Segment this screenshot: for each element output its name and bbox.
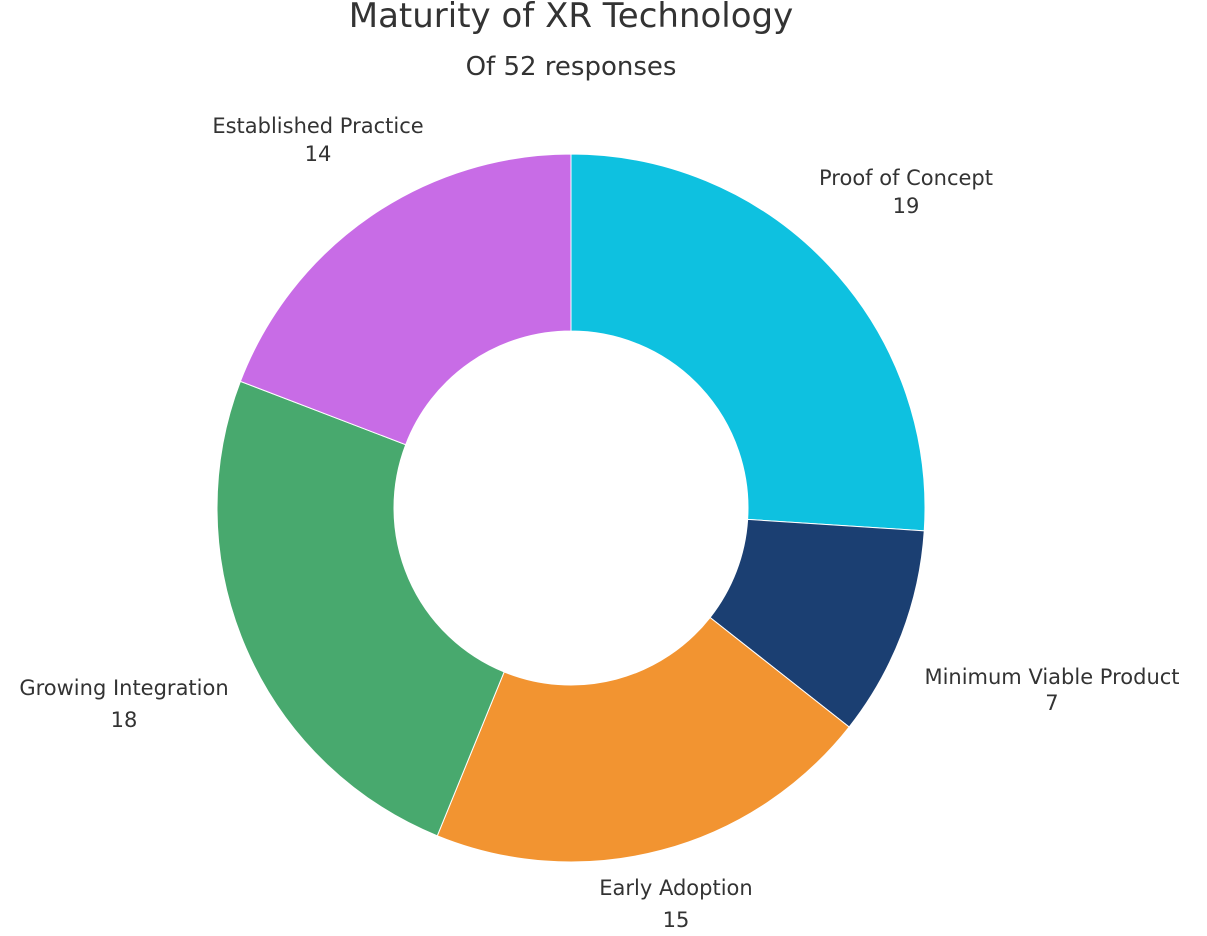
slice-proof-of-concept — [570, 153, 926, 532]
label-early-adoption: Early Adoption 15 — [599, 876, 753, 932]
label-growing-integration: Growing Integration 18 — [19, 676, 229, 732]
chart-title: Maturity of XR Technology — [348, 0, 794, 36]
slice-early-adoption — [436, 616, 850, 863]
slice-established-practice — [239, 153, 572, 446]
label-minimum-viable-product: Minimum Viable Product 7 — [924, 665, 1180, 715]
label-established-practice: Established Practice 14 — [212, 114, 424, 166]
chart-subtitle: Of 52 responses — [465, 52, 677, 82]
slice-growing-integration — [216, 380, 505, 837]
label-proof-of-concept: Proof of Concept 19 — [819, 166, 993, 218]
